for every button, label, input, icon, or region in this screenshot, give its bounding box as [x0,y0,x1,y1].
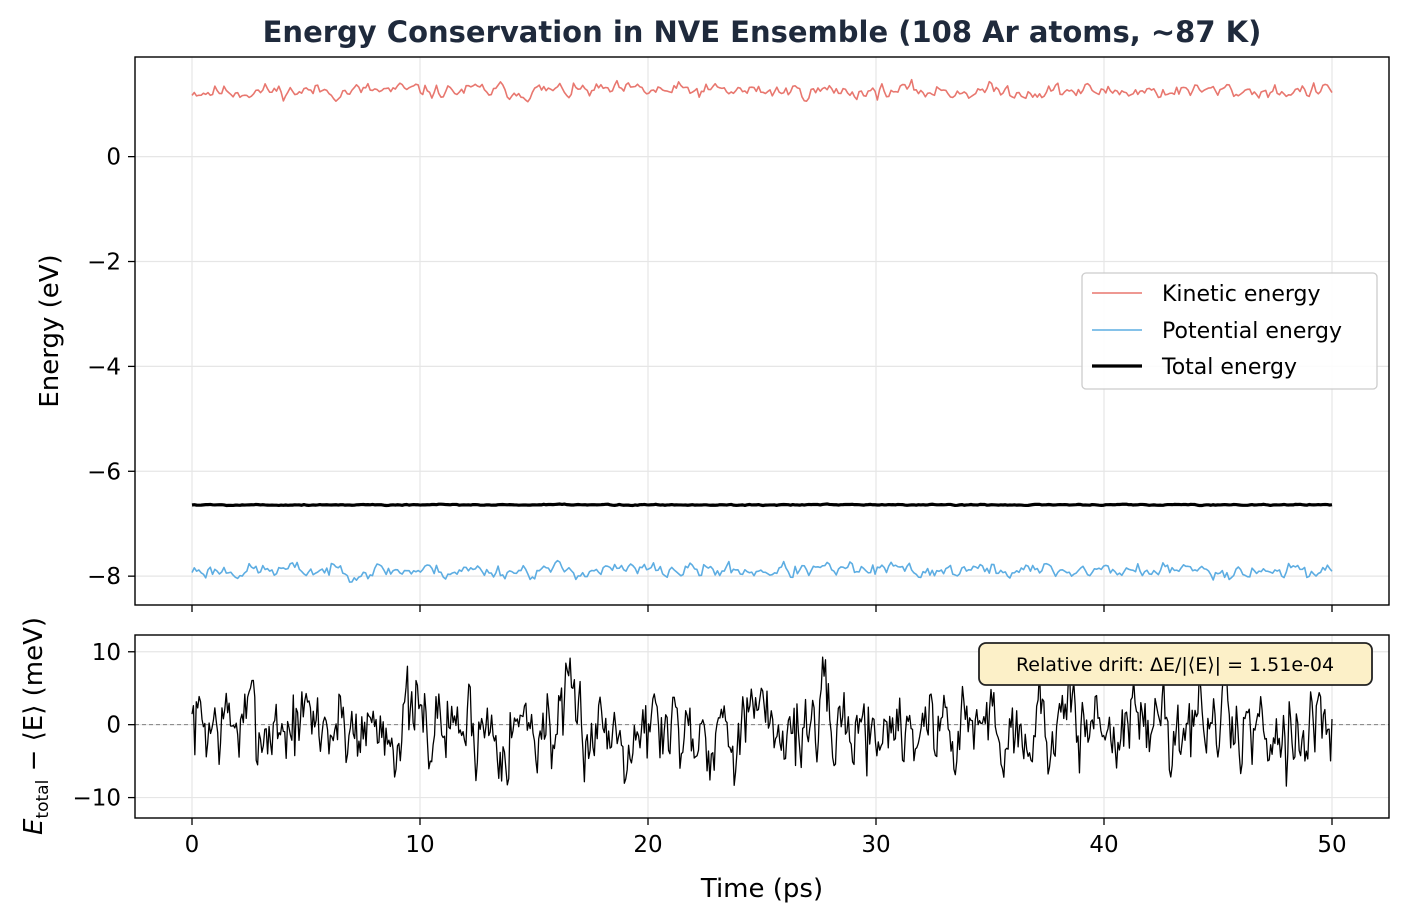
chart-title: Energy Conservation in NVE Ensemble (108… [263,15,1262,49]
legend-frame [1081,272,1378,390]
y-label-rest: − ⟨E⟩ (meV) [19,617,49,780]
x-tick-label-2: 20 [633,832,662,858]
deviation-y-axis-label: Etotal − ⟨E⟩ (meV) [19,617,53,835]
deviation-ytick-label-0: 10 [92,640,121,666]
deviation-panel: 10 0 −10 0 10 20 30 40 50 Time (ps) Etotal − ⟨E… [19,617,1390,904]
deviation-y-ticks: 10 0 −10 [72,640,135,812]
energy-ytick-label-3: −6 [87,459,121,485]
legend-kinetic-label: Kinetic energy [1162,282,1321,307]
x-axis-label: Time (ps) [700,874,823,904]
energy-panel: 0 −2 −4 −6 −8 Energy (eV) Kinetic energy Pot… [35,56,1390,612]
energy-ytick-label-1: −2 [87,250,121,276]
drift-annotation-box [978,642,1373,686]
y-label-subscript: total [33,780,53,819]
legend-potential-label: Potential energy [1162,319,1342,344]
deviation-ytick-label-1: 0 [106,713,121,739]
deviation-panel-frame [134,634,1390,819]
x-tick-label-1: 10 [405,832,434,858]
energy-ytick-label-2: −4 [87,354,121,380]
deviation-x-ticks: 0 10 20 30 40 50 [185,818,1347,858]
legend-total-label: Total energy [1161,355,1297,380]
deviation-ytick-label-2: −10 [72,786,121,812]
energy-series-group [191,78,1333,583]
x-tick-label-0: 0 [185,832,200,858]
energy-ytick-label-4: −8 [87,564,121,590]
legend: Kinetic energy Potential energy Total en… [1081,272,1378,390]
series-line-total-energy [191,502,1333,508]
x-tick-label-3: 30 [861,832,890,858]
energy-y-axis-label: Energy (eV) [35,254,65,407]
x-tick-label-5: 50 [1317,832,1346,858]
series-line-potential-energy [191,559,1333,583]
deviation-series-group [191,656,1333,787]
x-tick-label-4: 40 [1089,832,1118,858]
energy-panel-frame [134,56,1390,606]
series-line-total-energy-deviation [191,656,1333,787]
energy-y-ticks: 0 −2 −4 −6 −8 [87,145,135,590]
energy-ytick-label-0: 0 [106,145,121,171]
drift-annotation-text: Relative drift: ΔE/|⟨E⟩| = 1.51e-04 [1016,654,1334,676]
energy-x-ticks [191,605,1333,612]
drift-annotation: Relative drift: ΔE/|⟨E⟩| = 1.51e-04 [978,642,1373,686]
y-label-main: E [19,818,49,835]
series-line-kinetic-energy [191,78,1333,103]
